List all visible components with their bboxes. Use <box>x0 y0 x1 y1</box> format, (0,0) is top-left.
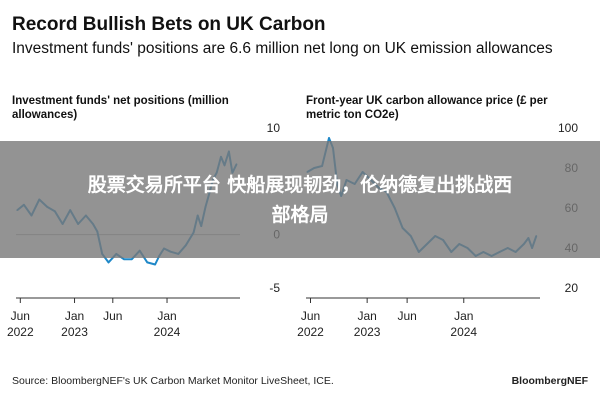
headline-overlay: 股票交易所平台 快船展现韧劲，伦纳德复出挑战西部格局 <box>0 141 600 258</box>
left-x-tick-label: Jun <box>103 309 122 323</box>
left-x-tick-label: Jun <box>11 309 30 323</box>
left-y-tick-label: 10 <box>267 121 281 135</box>
left-data-point <box>130 258 133 261</box>
right-y-tick-label: 100 <box>558 121 578 135</box>
brand-logo: BloombergNEF <box>511 375 588 387</box>
left-x-tick-year: 2022 <box>7 325 34 339</box>
left-data-point <box>154 263 157 266</box>
headline-overlay-text: 股票交易所平台 快船展现韧劲，伦纳德复出挑战西部格局 <box>87 173 513 226</box>
left-x-tick-label: Jan <box>65 309 84 323</box>
right-x-tick-label: Jan <box>357 309 376 323</box>
right-x-tick-year: 2022 <box>297 325 324 339</box>
right-x-tick-year: 2023 <box>354 325 381 339</box>
source-note: Source: BloombergNEF's UK Carbon Market … <box>12 375 334 387</box>
left-data-point <box>146 261 149 264</box>
left-data-point <box>123 258 125 261</box>
chart-subtitle: Investment funds' positions are 6.6 mill… <box>12 40 553 57</box>
left-panel-title: Investment funds' net positions (million… <box>12 95 229 121</box>
left-x-tick-year: 2024 <box>154 325 181 339</box>
right-x-tick-label: Jan <box>454 309 473 323</box>
right-x-tick-label: Jun <box>397 309 416 323</box>
left-data-point <box>107 261 110 264</box>
right-panel-title: Front-year UK carbon allowance price (£ … <box>306 95 548 121</box>
left-x-tick-year: 2023 <box>61 325 88 339</box>
right-data-point <box>328 137 330 139</box>
left-y-tick-label: -5 <box>269 281 280 295</box>
right-x-tick-label: Jun <box>301 309 320 323</box>
right-x-tick-year: 2024 <box>450 325 477 339</box>
left-x-tick-label: Jan <box>157 309 176 323</box>
chart-title: Record Bullish Bets on UK Carbon <box>12 14 326 35</box>
right-y-tick-label: 20 <box>565 281 579 295</box>
